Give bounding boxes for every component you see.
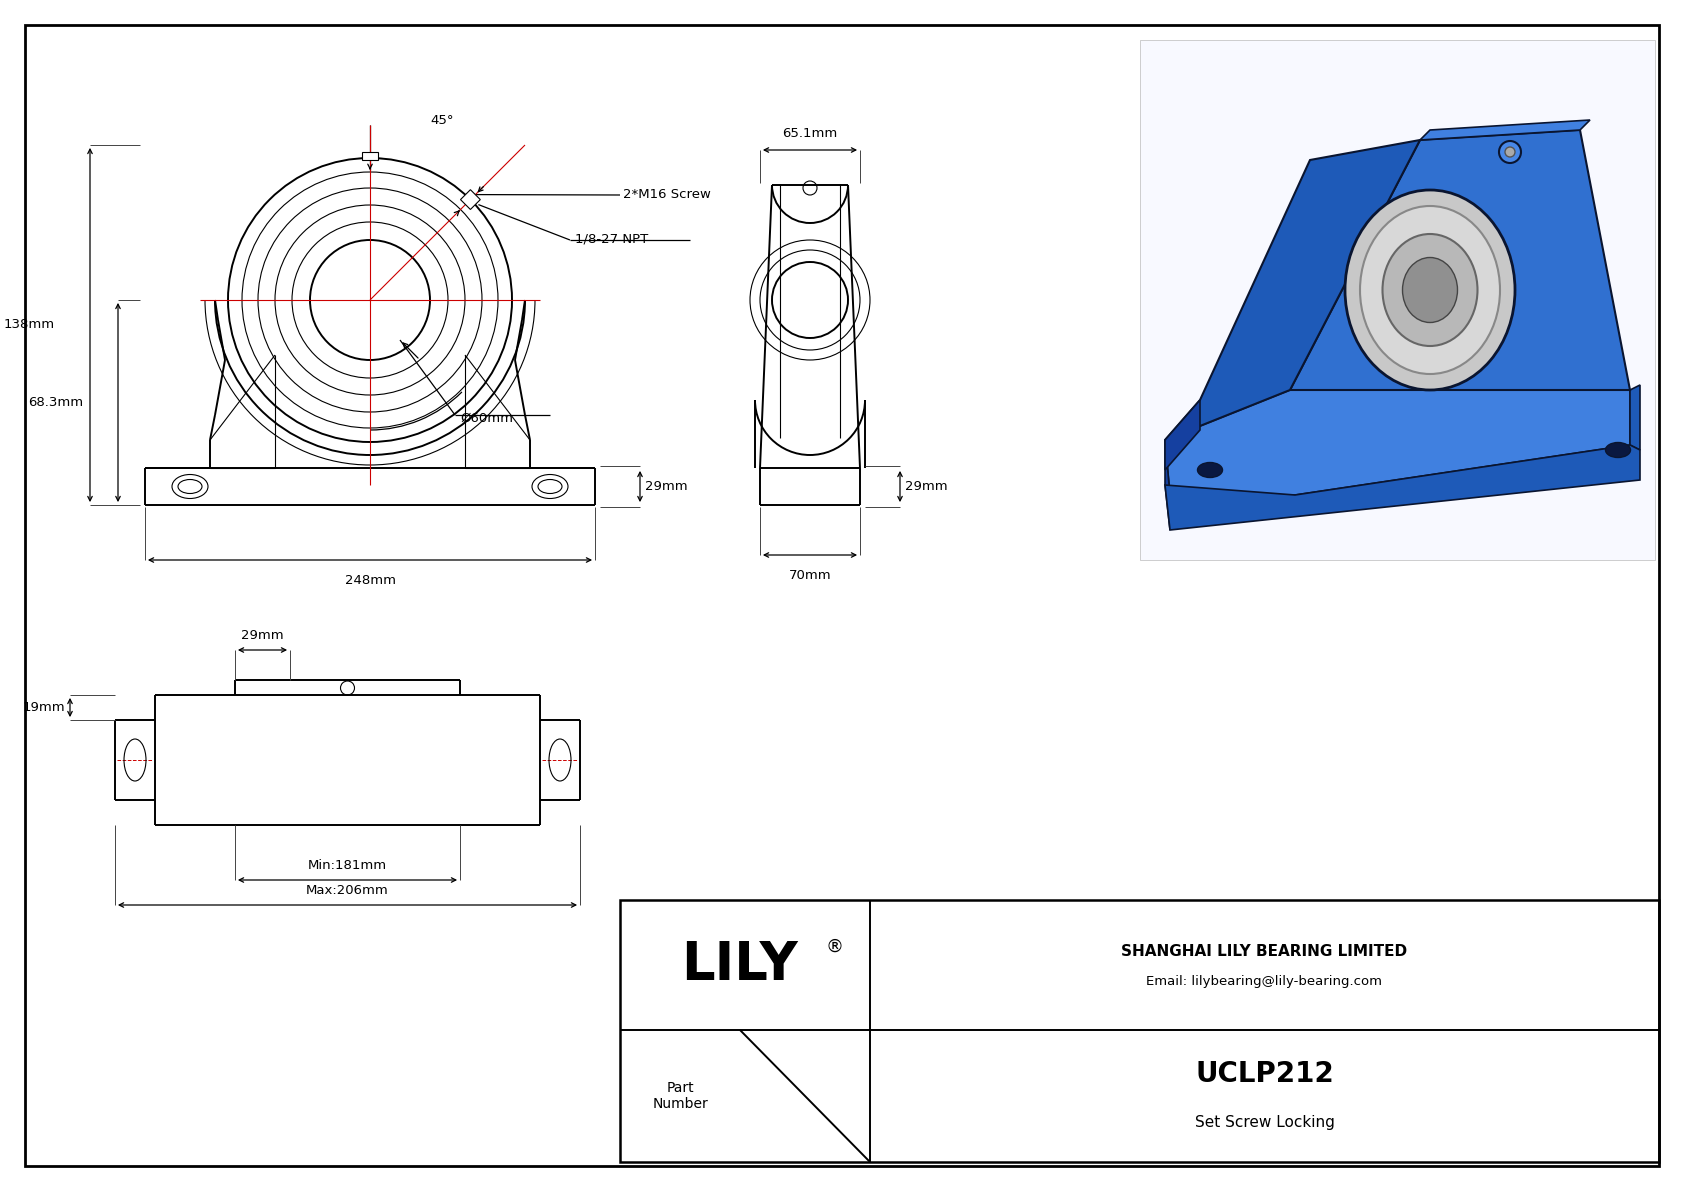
Text: 29mm: 29mm [241,629,285,642]
Text: 19mm: 19mm [22,701,66,713]
Polygon shape [1165,141,1420,439]
Text: 29mm: 29mm [645,480,687,493]
Text: Part
Number: Part Number [652,1081,707,1111]
Text: 138mm: 138mm [3,318,56,331]
Text: 70mm: 70mm [788,569,832,582]
Text: 1/8-27 NPT: 1/8-27 NPT [574,232,648,245]
Ellipse shape [1383,233,1477,347]
Polygon shape [1290,130,1630,389]
Ellipse shape [1197,462,1223,478]
Text: Set Screw Locking: Set Screw Locking [1194,1115,1334,1130]
Bar [620,900,1659,1162]
Bar [362,152,377,160]
Text: Ø60mm: Ø60mm [460,412,514,425]
Polygon shape [1165,389,1630,495]
Text: Email: lilybearing@lily-bearing.com: Email: lilybearing@lily-bearing.com [1147,974,1383,987]
Polygon shape [1420,120,1590,141]
Polygon shape [1165,400,1201,470]
Bar [1140,40,1655,560]
Ellipse shape [1346,191,1516,389]
Polygon shape [1165,445,1640,530]
Text: 2*M16 Screw: 2*M16 Screw [623,188,711,201]
Text: UCLP212: UCLP212 [1196,1060,1334,1087]
Text: Min:181mm: Min:181mm [308,859,387,872]
Text: LILY: LILY [682,939,798,991]
Polygon shape [1165,439,1170,530]
Text: 45°: 45° [429,113,453,126]
Ellipse shape [1361,206,1500,374]
Text: 65.1mm: 65.1mm [783,127,837,141]
Polygon shape [1630,385,1640,450]
Text: Max:206mm: Max:206mm [306,884,389,897]
Text: SHANGHAI LILY BEARING LIMITED: SHANGHAI LILY BEARING LIMITED [1122,944,1408,960]
Ellipse shape [1605,443,1630,457]
Circle shape [1499,141,1521,163]
Text: 68.3mm: 68.3mm [29,395,83,409]
Ellipse shape [1403,257,1457,323]
Text: 248mm: 248mm [345,574,396,587]
Bar [460,189,480,210]
Text: ®: ® [825,939,844,956]
Circle shape [1505,146,1516,157]
Text: 29mm: 29mm [904,480,948,493]
